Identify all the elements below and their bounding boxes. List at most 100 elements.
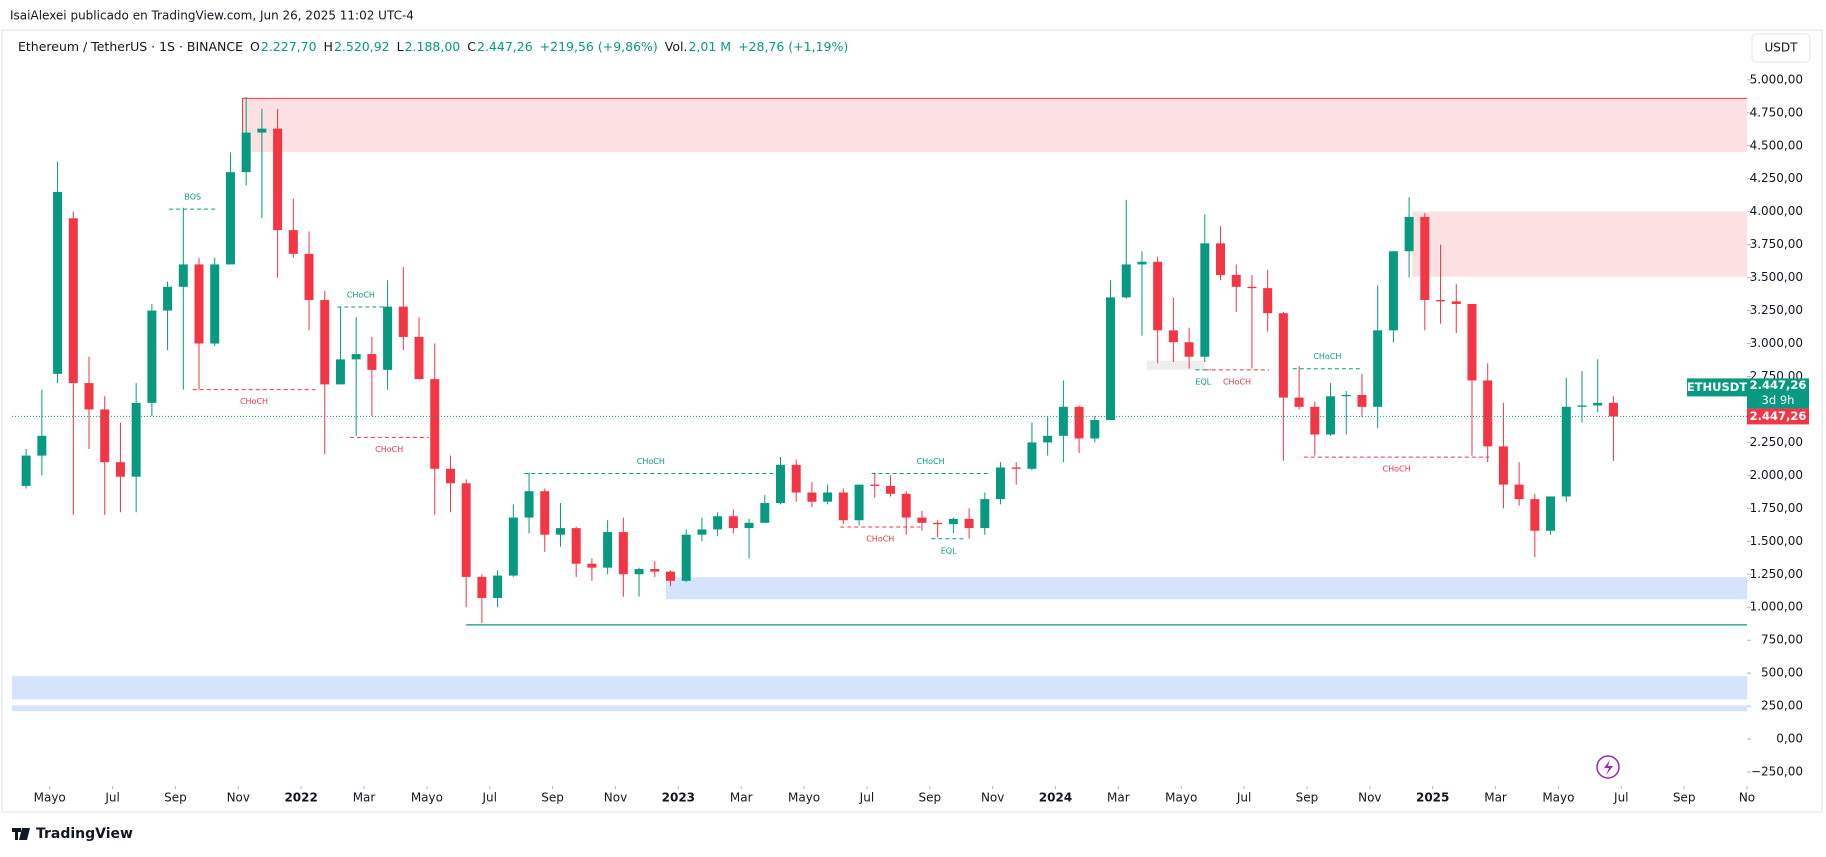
candle-body — [1200, 243, 1210, 357]
candle-body — [1593, 402, 1603, 406]
candle-body — [115, 462, 125, 477]
alert-icon[interactable] — [1596, 755, 1620, 779]
y-tick-label: 1.250,00 — [1750, 567, 1803, 581]
candle-body — [68, 218, 78, 384]
candle-body — [1546, 496, 1556, 531]
candle-body — [430, 379, 440, 469]
legend-item: +219,56 (+9,86%) — [540, 39, 658, 54]
publisher-line: IsaiAlexei publicado en TradingView.com,… — [10, 9, 414, 23]
x-tick-label: 2022 — [284, 791, 317, 805]
zone — [1412, 211, 1747, 277]
y-tick-label: −250,00 — [1751, 765, 1803, 779]
candle-body — [1168, 330, 1178, 343]
x-tick-label: Mayo — [1165, 791, 1197, 805]
legend-item: 2.227,70 — [261, 39, 317, 54]
y-tick-label: 4.000,00 — [1750, 204, 1803, 218]
candle-body — [933, 522, 943, 525]
structure-label: EQL — [941, 546, 957, 555]
candle-body — [147, 310, 157, 403]
x-tick-label: Sep — [541, 791, 564, 805]
candle-body — [1294, 397, 1304, 407]
y-tick-label: 1.000,00 — [1750, 600, 1803, 614]
legend-item: 2.447,26 — [477, 39, 533, 54]
candle-body — [194, 264, 204, 344]
candle-body — [461, 483, 471, 577]
candle-body — [713, 516, 723, 530]
price-tag-label: 2.447,26 — [1750, 378, 1807, 392]
candle-body — [1498, 446, 1508, 485]
candle-body — [870, 484, 880, 486]
y-tick-label: 750,00 — [1761, 633, 1803, 647]
candle-body — [1577, 405, 1587, 407]
legend-item: 2.520,92 — [334, 39, 390, 54]
candle-body — [1357, 394, 1367, 407]
candle-body — [681, 534, 691, 581]
x-tick-label: Sep — [164, 791, 187, 805]
candle-body — [1420, 216, 1430, 301]
y-tick-label: 250,00 — [1761, 699, 1803, 713]
candle-body — [524, 491, 534, 518]
structure-label: CHoCH — [347, 291, 375, 300]
candle-body — [398, 306, 408, 337]
candle-body — [1263, 288, 1273, 314]
candle-body — [445, 468, 455, 484]
candle-body — [996, 467, 1006, 500]
y-tick-label: 4.250,00 — [1750, 171, 1803, 185]
candle-body — [383, 306, 393, 370]
candle-body — [351, 354, 361, 360]
y-tick-label: 4.500,00 — [1750, 138, 1803, 152]
candle-body — [886, 485, 896, 494]
candle-body — [571, 528, 581, 564]
candle-body — [1074, 406, 1084, 439]
x-tick-label: Mayo — [411, 791, 443, 805]
symbol-tag — [1687, 378, 1747, 397]
legend-item: Ethereum / TetherUS · 1S · BINANCE — [18, 39, 243, 54]
candle-body — [603, 532, 613, 568]
candle-body — [273, 128, 283, 231]
candle-body — [1310, 406, 1320, 435]
last-price-label: 2.447,26 — [1750, 409, 1807, 423]
x-tick-label: Sep — [918, 791, 941, 805]
candle-body — [1027, 442, 1037, 469]
candle-body — [477, 576, 487, 598]
candle-body — [901, 493, 911, 518]
x-tick-label: Nov — [981, 791, 1004, 805]
currency-button[interactable] — [1751, 33, 1811, 63]
candle-body — [1278, 313, 1288, 398]
candle-body — [540, 491, 550, 535]
structure-label: CHoCH — [917, 457, 945, 466]
candle-body — [100, 409, 110, 463]
x-tick-label: Mayo — [788, 791, 820, 805]
x-tick-label: No — [1739, 791, 1755, 805]
y-tick-label: 500,00 — [1761, 666, 1803, 680]
x-tick-label: Jul — [104, 791, 119, 805]
structure-label: CHoCH — [637, 457, 665, 466]
y-tick-label: 5.000,00 — [1750, 72, 1803, 86]
zone — [12, 676, 1747, 700]
x-tick-label: 2025 — [1416, 791, 1449, 805]
x-tick-label: Mar — [353, 791, 376, 805]
candle-body — [1137, 261, 1147, 265]
candle-body — [225, 172, 235, 265]
last-price-tag — [1747, 408, 1809, 425]
candle-body — [1467, 303, 1477, 381]
candle-body — [1106, 297, 1116, 420]
candle-body — [618, 532, 628, 575]
structure-label: CHoCH — [1223, 377, 1251, 386]
candle-body — [728, 516, 738, 529]
x-tick-label: Jul — [1236, 791, 1251, 805]
candle-body — [1090, 419, 1100, 439]
candle-body — [760, 503, 770, 523]
candle-body — [1483, 380, 1493, 447]
chart-frame — [1, 29, 1823, 813]
zone — [665, 577, 1748, 600]
candle-body — [508, 517, 518, 576]
symbol-tag-label: ETHUSDT — [1687, 380, 1747, 394]
candle-body — [1121, 264, 1131, 298]
candle-body — [1231, 274, 1241, 287]
candle-body — [241, 132, 251, 173]
candle-body — [1530, 499, 1540, 531]
candle-body — [1608, 402, 1618, 417]
zone — [12, 705, 1747, 712]
